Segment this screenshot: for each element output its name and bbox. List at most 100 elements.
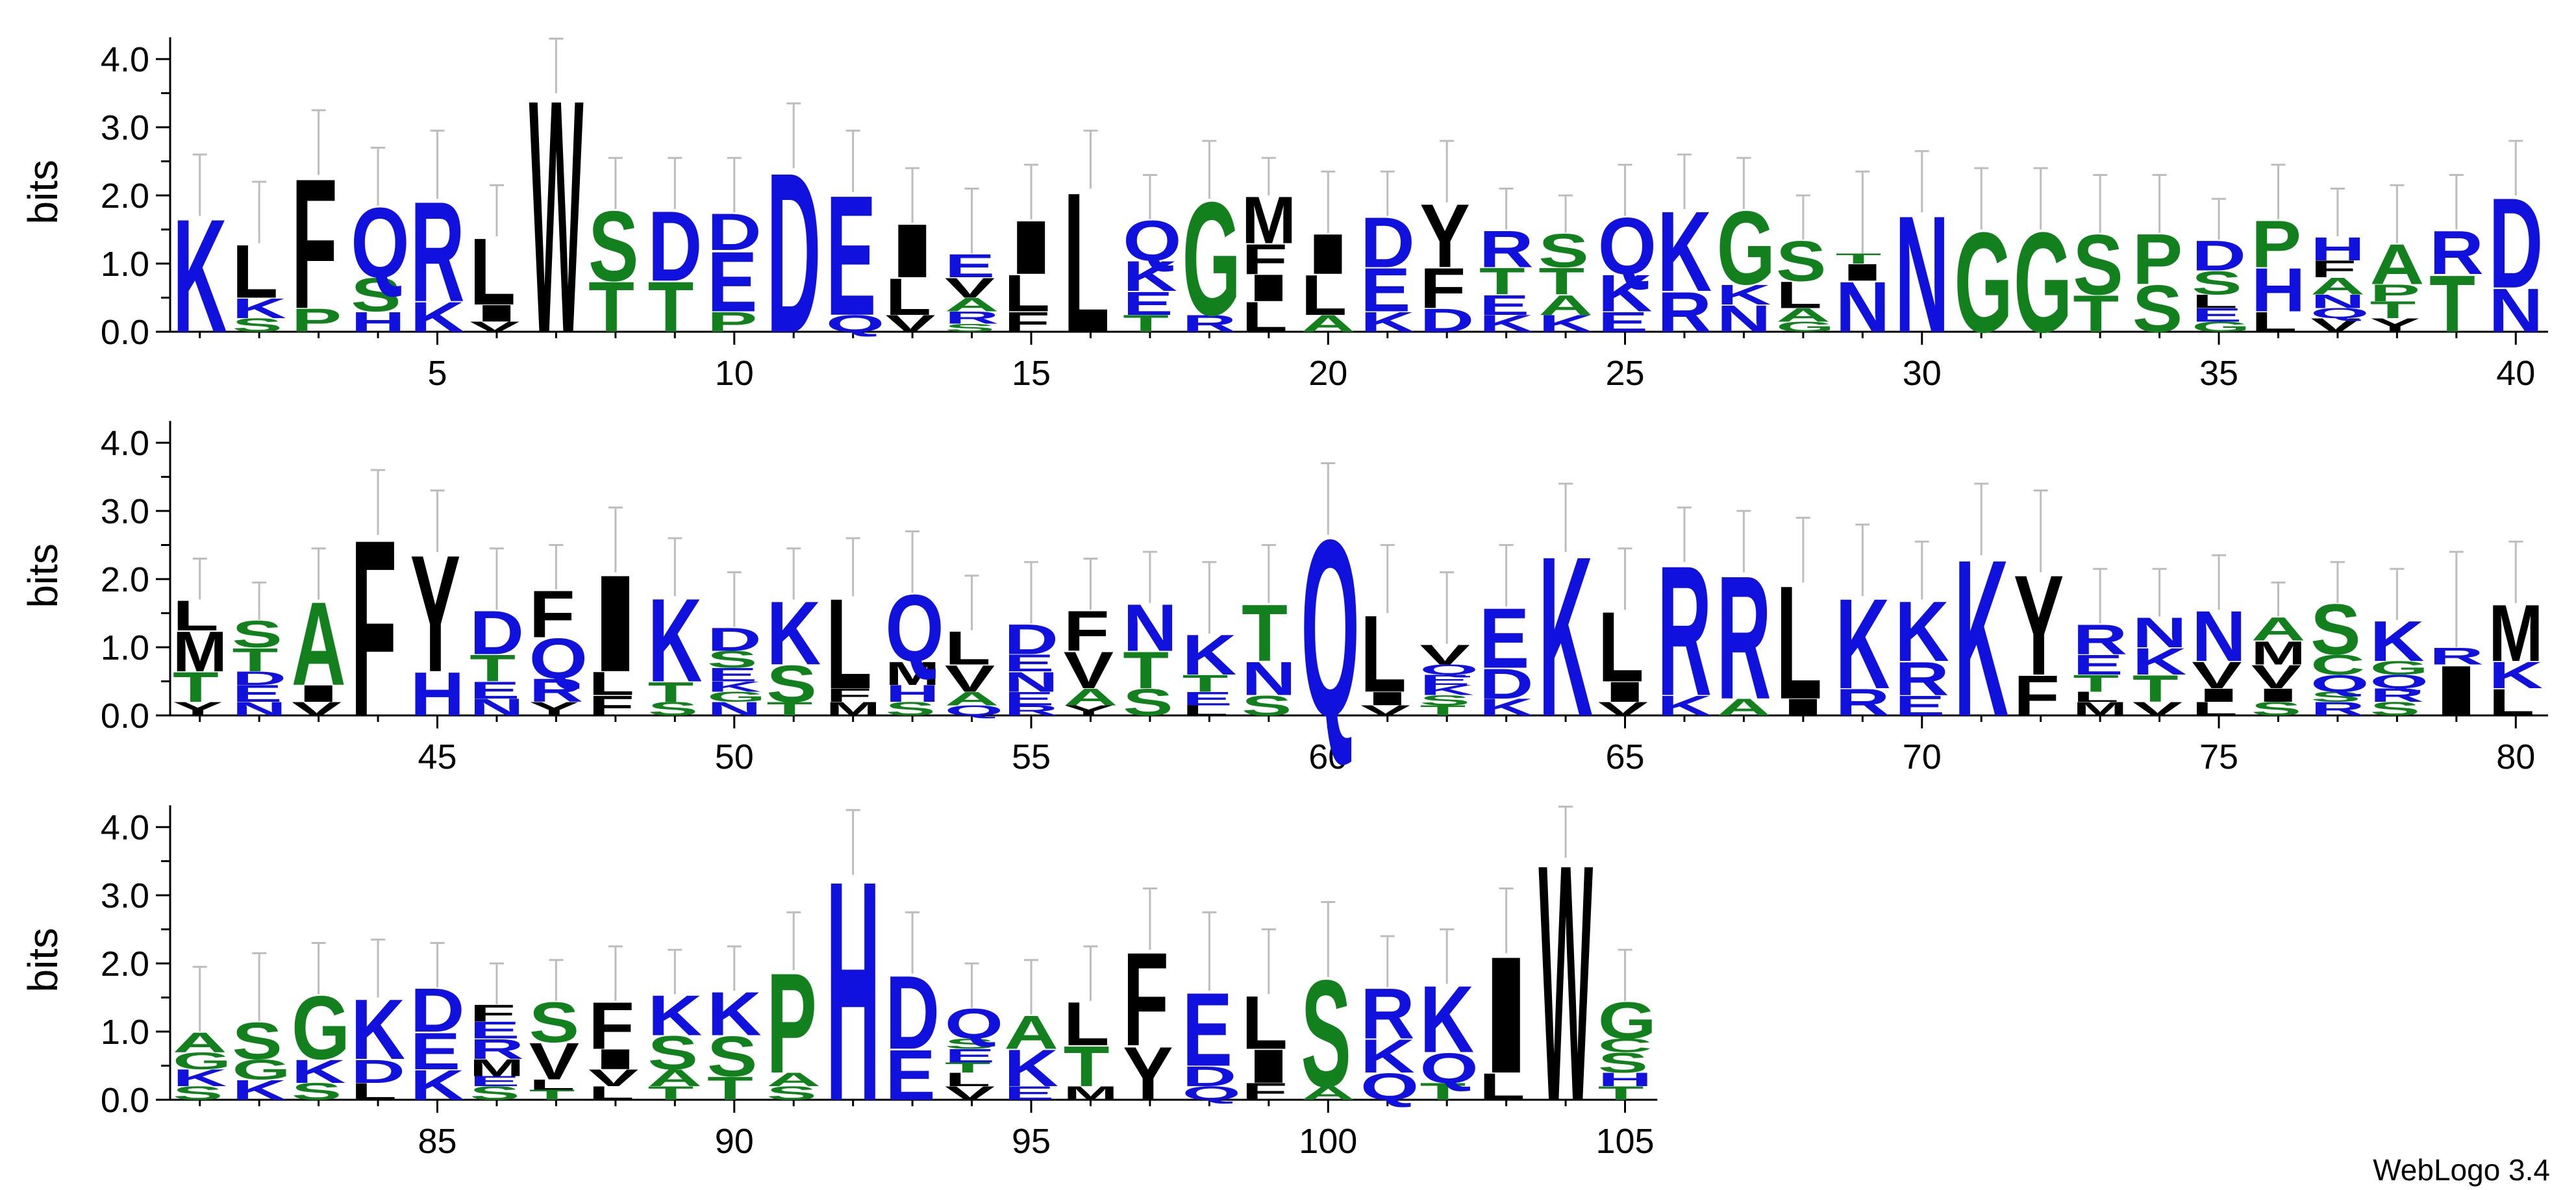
residue-glyph: K [351, 982, 405, 1078]
residue-glyph: K [232, 1074, 286, 1106]
residue-glyph: G [2192, 319, 2250, 335]
residue-glyph: S [351, 268, 401, 321]
residue-glyph: S [232, 314, 282, 336]
residue-glyph: L [2192, 698, 2238, 719]
residue-glyph: Q [529, 626, 588, 690]
residue-glyph: Q [885, 575, 944, 682]
residue-glyph: S [707, 647, 757, 673]
residue-glyph: I [2192, 684, 2245, 706]
residue-glyph: T [469, 647, 516, 689]
y-tick-label: 0.0 [101, 1081, 149, 1120]
residue-glyph: T [1123, 641, 1169, 700]
residue-glyph: S [945, 1035, 995, 1052]
residue-glyph: N [1242, 652, 1296, 705]
residue-glyph: D [1479, 660, 1534, 707]
residue-glyph: S [2132, 272, 2182, 346]
residue-glyph: K [648, 575, 703, 707]
residue-glyph: F [826, 684, 872, 706]
logo-stack-11: D [767, 102, 821, 380]
residue-glyph: G [1717, 190, 1775, 306]
logo-stack-49: STK [648, 537, 703, 719]
logo-stack-83: SKG [292, 942, 350, 1105]
logo-stack-8: TS [588, 156, 638, 347]
y-tick-label: 4.0 [101, 808, 149, 847]
x-tick-label: 55 [1012, 738, 1051, 776]
residue-glyph: P [2370, 280, 2420, 306]
residue-glyph: F [1419, 256, 1466, 320]
residue-glyph: M [2073, 698, 2127, 719]
residue-glyph: F [1242, 1078, 1288, 1105]
logo-stack-33: TS [2073, 174, 2123, 343]
logo-stack-18: RG [1182, 140, 1241, 350]
logo-stack-40: ND [2489, 140, 2544, 345]
residue-glyph: E [1004, 1082, 1054, 1104]
residue-glyph: M [2251, 634, 2306, 671]
x-tick-label: 40 [2496, 354, 2535, 393]
logo-stack-98: QDE [1182, 911, 1241, 1104]
residue-glyph: D [469, 599, 524, 667]
logo-stack-13: VLI [885, 167, 939, 337]
residue-glyph: Q [945, 702, 1003, 719]
residue-glyph: E [707, 235, 757, 330]
residue-glyph: K [410, 293, 465, 341]
residue-glyph: K [767, 583, 821, 684]
residue-glyph: F [1123, 925, 1169, 1074]
residue-glyph: D [232, 667, 286, 689]
residue-glyph: R [2429, 643, 2484, 669]
residue-glyph: D [2489, 172, 2544, 316]
residue-glyph: L [1776, 552, 1822, 733]
y-tick-label: 2.0 [101, 945, 149, 984]
x-tick-label: 65 [1605, 738, 1644, 776]
residue-glyph: T [2073, 285, 2119, 343]
residue-glyph: Q [2310, 670, 2369, 697]
residue-glyph: E [1419, 672, 1469, 688]
residue-glyph: R [945, 308, 999, 328]
residue-glyph: R [1004, 702, 1058, 719]
residue-glyph: G [2370, 657, 2429, 678]
x-tick-label: 100 [1299, 1122, 1357, 1161]
logo-stack-79: IR [2429, 551, 2484, 731]
residue-glyph: F [1242, 235, 1288, 282]
logo-stack-67: AR [1717, 510, 1771, 736]
residue-glyph: P [292, 302, 342, 339]
residue-glyph: I [588, 1043, 642, 1075]
residue-glyph: T [173, 663, 219, 711]
residue-glyph: R [1895, 652, 1949, 705]
logo-stack-7: W [529, 31, 584, 403]
residue-glyph: D [707, 203, 762, 262]
residue-glyph: V [945, 1082, 995, 1104]
residue-glyph: C [1598, 1035, 1653, 1056]
logo-stack-16: L [1064, 129, 1110, 375]
residue-glyph: L [885, 268, 931, 327]
logo-stack-93: ED [885, 911, 940, 1115]
residue-glyph: L [173, 591, 219, 639]
residue-glyph: E [1895, 689, 1945, 721]
residue-glyph: S [469, 1082, 519, 1104]
logo-stack-66: KR [1657, 506, 1712, 735]
residue-glyph: T [1836, 251, 1882, 267]
residue-glyph: E [2192, 304, 2242, 326]
residue-glyph: T [767, 698, 813, 719]
residue-glyph: N [1123, 591, 1177, 665]
residue-glyph: D [351, 1052, 405, 1089]
residue-glyph: Q [1123, 208, 1181, 272]
residue-glyph: K [1479, 694, 1534, 721]
residue-glyph: P [2251, 207, 2301, 281]
residue-glyph: C [2310, 649, 2365, 680]
residue-glyph: G [1776, 319, 1834, 335]
x-tick-label: 95 [1012, 1122, 1051, 1161]
residue-glyph: P [767, 944, 817, 1103]
residue-glyph: Y [1064, 702, 1114, 719]
residue-glyph: V [1360, 702, 1411, 719]
logo-stack-103: LI [1479, 887, 1533, 1108]
logo-stack-32: G [2014, 167, 2072, 363]
residue-glyph: F [1004, 306, 1050, 338]
logo-stack-57: STN [1123, 551, 1177, 724]
residue-glyph: M [469, 1054, 524, 1081]
residue-glyph: T [648, 676, 694, 708]
residue-glyph: L [1064, 151, 1110, 375]
